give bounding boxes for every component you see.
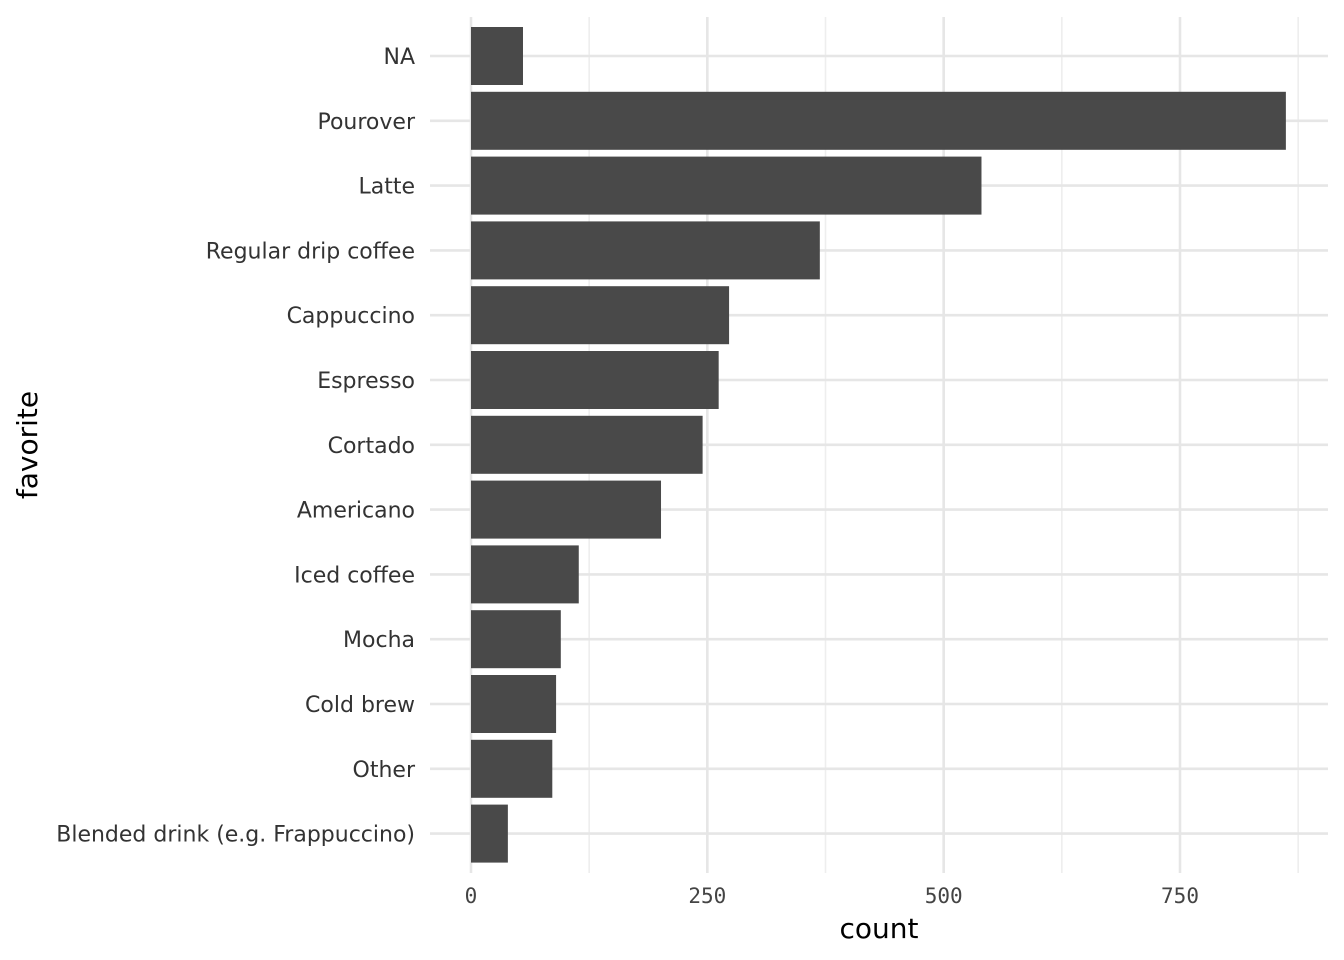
category-label: Cortado xyxy=(328,434,415,459)
bar xyxy=(471,480,662,539)
bar xyxy=(471,675,557,733)
category-label: Iced coffee xyxy=(294,563,415,588)
x-axis-title: count xyxy=(840,912,919,945)
bar xyxy=(471,27,523,85)
category-label: Espresso xyxy=(317,369,415,394)
category-label: Regular drip coffee xyxy=(206,239,415,264)
bar xyxy=(471,545,579,604)
category-label: Other xyxy=(353,758,416,783)
bar xyxy=(471,221,820,280)
category-label: NA xyxy=(383,45,415,70)
bar xyxy=(471,351,719,409)
bar xyxy=(471,91,1286,150)
x-tick-labels: 0 250 500 750 xyxy=(465,884,1199,908)
x-tick-label: 250 xyxy=(688,884,726,908)
category-label: Latte xyxy=(358,175,415,200)
x-tick-label: 750 xyxy=(1161,884,1199,908)
bar xyxy=(471,610,561,669)
bar xyxy=(471,739,553,798)
y-axis-title: favorite xyxy=(11,391,44,499)
category-label: Cappuccino xyxy=(287,304,415,329)
category-label: Mocha xyxy=(343,628,415,653)
bar xyxy=(471,156,982,215)
x-tick-label: 0 xyxy=(465,884,478,908)
x-tick-label: 500 xyxy=(925,884,963,908)
bars xyxy=(471,27,1286,863)
category-label: Pourover xyxy=(317,110,415,135)
category-label: Cold brew xyxy=(305,693,415,718)
bar xyxy=(471,286,730,345)
category-label: Blended drink (e.g. Frappuccino) xyxy=(56,823,415,848)
category-label: Americano xyxy=(297,499,415,524)
bar xyxy=(471,415,703,474)
bar xyxy=(471,804,508,863)
category-labels: NA Pourover Latte Regular drip coffee Cappuc… xyxy=(56,45,416,848)
